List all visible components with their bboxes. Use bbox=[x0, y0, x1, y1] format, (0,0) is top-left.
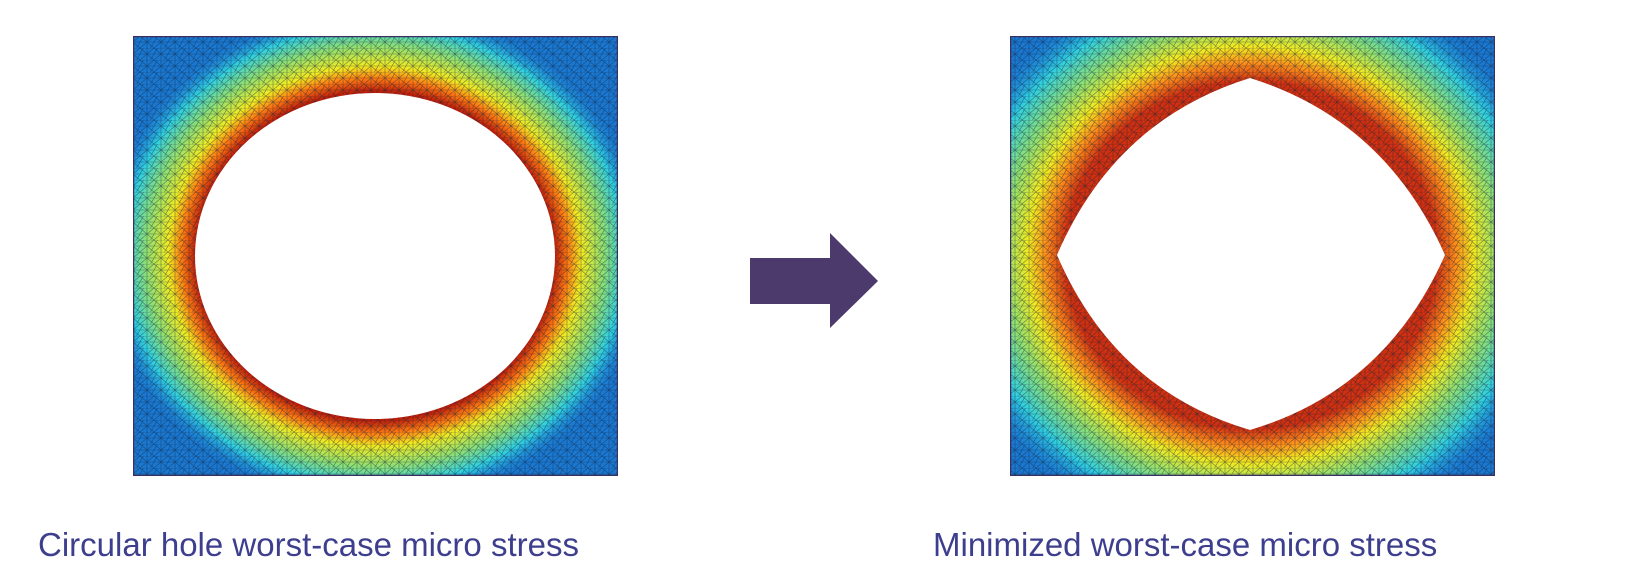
page: Circular hole worst-case micro stress Mi… bbox=[0, 0, 1650, 562]
caption-left: Circular hole worst-case micro stress bbox=[38, 526, 579, 562]
figure: Circular hole worst-case micro stress Mi… bbox=[0, 0, 1650, 562]
left-stress-plot bbox=[103, 6, 647, 506]
arrow bbox=[750, 233, 878, 328]
caption-right: Minimized worst-case micro stress bbox=[933, 526, 1437, 562]
right-stress-plot bbox=[941, 0, 1561, 545]
